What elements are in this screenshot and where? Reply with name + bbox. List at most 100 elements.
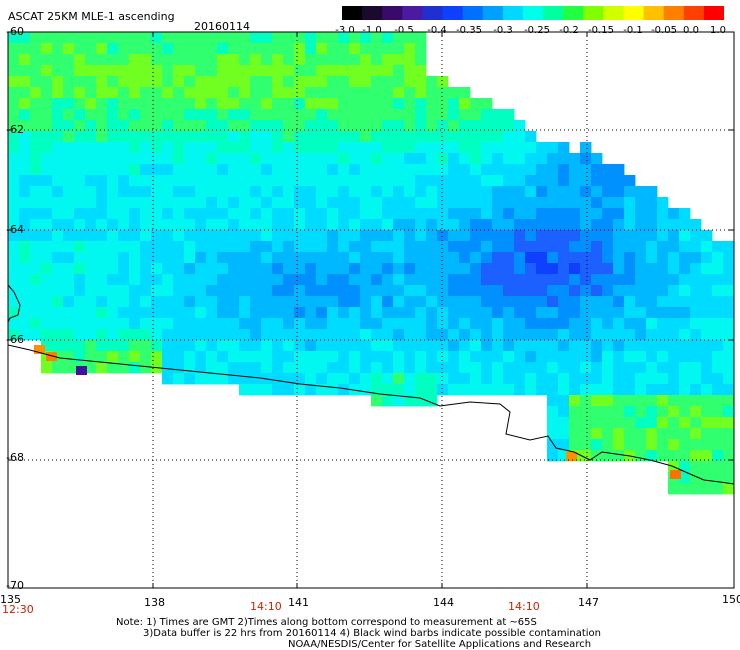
wind-cell (635, 329, 647, 341)
wind-cell (107, 65, 119, 77)
wind-cell (514, 241, 526, 253)
wind-cell (63, 230, 75, 242)
wind-cell (415, 296, 427, 308)
wind-cell (85, 32, 97, 44)
wind-cell (162, 329, 174, 341)
wind-cell (63, 329, 75, 341)
wind-cell (360, 263, 372, 275)
wind-cell (52, 230, 64, 242)
wind-cell (19, 142, 31, 154)
wind-cell (151, 120, 163, 132)
wind-cell (371, 252, 383, 264)
wind-cell (481, 307, 493, 319)
wind-cell (602, 450, 614, 462)
wind-cell (19, 263, 31, 275)
wind-cell (360, 65, 372, 77)
wind-cell (52, 120, 64, 132)
wind-cell (580, 230, 592, 242)
wind-cell (173, 285, 185, 297)
wind-cell (327, 362, 339, 374)
wind-cell (415, 98, 427, 110)
wind-cell (19, 186, 31, 198)
wind-cell (118, 76, 130, 88)
wind-cell (206, 263, 218, 275)
wind-cell (481, 340, 493, 352)
wind-cell (327, 65, 339, 77)
wind-cell (481, 230, 493, 242)
wind-cell (404, 54, 416, 66)
wind-cell (283, 208, 295, 220)
note-line-1: Note: 1) Times are GMT 2)Times along bot… (116, 617, 537, 628)
wind-cell (547, 362, 559, 374)
wind-cell (503, 197, 515, 209)
wind-cell (184, 54, 196, 66)
wind-cell (492, 175, 504, 187)
wind-cell (712, 307, 724, 319)
wind-cell (305, 351, 317, 363)
wind-cell (316, 54, 328, 66)
wind-cell (107, 263, 119, 275)
wind-cell (723, 384, 735, 396)
wind-cell (74, 197, 86, 209)
wind-cell (492, 296, 504, 308)
wind-cell (503, 274, 515, 286)
wind-cell (613, 208, 625, 220)
wind-cell (294, 175, 306, 187)
wind-cell (426, 263, 438, 275)
wind-cell (184, 32, 196, 44)
wind-cell (646, 318, 658, 330)
wind-cell (613, 329, 625, 341)
wind-cell (272, 109, 284, 121)
wind-cell (558, 164, 570, 176)
wind-cell (481, 164, 493, 176)
wind-cell (646, 351, 658, 363)
wind-cell (349, 208, 361, 220)
wind-cell (184, 197, 196, 209)
wind-cell (690, 439, 702, 451)
wind-cell (228, 351, 240, 363)
wind-cell (393, 318, 405, 330)
wind-map (7, 31, 735, 589)
wind-cell (393, 43, 405, 55)
wind-cell (228, 65, 240, 77)
wind-cell (503, 384, 515, 396)
wind-cell (239, 43, 251, 55)
wind-cell (437, 175, 449, 187)
wind-cell (107, 164, 119, 176)
wind-cell (371, 340, 383, 352)
wind-cell (206, 32, 218, 44)
wind-cell (151, 186, 163, 198)
wind-cell (140, 43, 152, 55)
wind-cell (580, 164, 592, 176)
wind-cell (723, 362, 735, 374)
wind-cell (195, 230, 207, 242)
wind-cell (426, 362, 438, 374)
wind-cell (415, 142, 427, 154)
colorbar-swatch (563, 6, 584, 20)
wind-cell (712, 483, 724, 495)
wind-cell (195, 153, 207, 165)
product-date: 20160114 (194, 20, 250, 33)
wind-cell (41, 98, 53, 110)
wind-cell (580, 285, 592, 297)
wind-cell (657, 263, 669, 275)
wind-cell (140, 351, 152, 363)
wind-cell (305, 263, 317, 275)
wind-cell (74, 285, 86, 297)
wind-cell (74, 43, 86, 55)
wind-cell (151, 32, 163, 44)
wind-cell (569, 428, 581, 440)
wind-cell (492, 362, 504, 374)
colorbar-tick-label: -0.3 (493, 25, 513, 36)
wind-cell (118, 351, 130, 363)
wind-cell (195, 373, 207, 385)
wind-cell (349, 307, 361, 319)
wind-cell (624, 384, 636, 396)
wind-cell (459, 142, 471, 154)
wind-cell (470, 241, 482, 253)
wind-cell (448, 263, 460, 275)
wind-cell (338, 54, 350, 66)
wind-cell (52, 307, 64, 319)
wind-cell (206, 362, 218, 374)
wind-cell (250, 120, 262, 132)
